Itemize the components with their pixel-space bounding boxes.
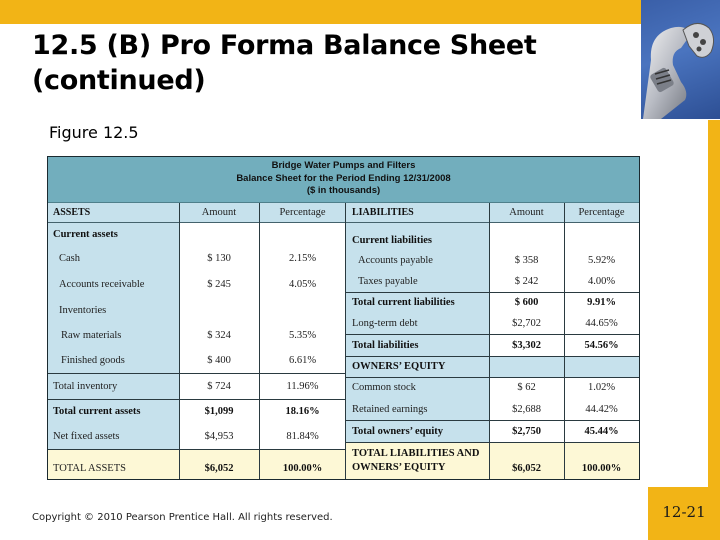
header-assets-percentage: Percentage <box>259 203 346 223</box>
assets-row-cash: Cash <box>48 245 179 271</box>
taxes-payable-percentage: 4.00% <box>587 276 616 287</box>
cash-percentage: 2.15% <box>288 252 317 264</box>
total-liab-equity-line-2: OWNERS’ EQUITY <box>352 462 446 473</box>
figure-label: Figure 12.5 <box>49 123 139 142</box>
copyright-notice: Copyright © 2010 Pearson Prentice Hall. … <box>32 512 333 523</box>
net-fixed-assets-percentage: 81.84% <box>286 430 319 442</box>
wrench-icon <box>641 0 720 119</box>
ap-percentage: 5.92% <box>587 254 616 266</box>
ar-percentage: 4.05% <box>288 278 317 290</box>
ap-amount: $ 358 <box>514 254 539 266</box>
raw-materials-percentage: 5.35% <box>288 330 317 341</box>
finished-goods-percentage: 6.61% <box>288 355 317 366</box>
total-assets-amount: $6,052 <box>179 449 259 479</box>
assets-row-inventories: Inventories <box>48 297 179 323</box>
grid-hline <box>48 373 345 374</box>
grid-vline <box>179 203 180 479</box>
net-fixed-assets-amount: $4,953 <box>204 430 234 442</box>
grid-hline <box>345 292 639 293</box>
top-accent-bar <box>0 0 641 24</box>
total-inventory-amount: $ 724 <box>207 380 231 392</box>
finished-goods-amount: $ 400 <box>207 355 231 366</box>
grid-hline <box>48 449 345 450</box>
total-current-assets-percentage: 18.16% <box>285 405 320 417</box>
title-line-2: (continued) <box>32 65 206 96</box>
assets-row-raw-materials: Raw materials <box>48 323 179 348</box>
assets-row-net-fixed-assets: Net fixed assets <box>48 423 179 449</box>
total-owners-equity-percentage: 45.44% <box>584 425 619 437</box>
ar-amount: $ 245 <box>207 278 231 290</box>
total-assets-percentage: 100.00% <box>259 449 346 479</box>
long-term-debt-amount: $2,702 <box>512 318 541 329</box>
header-assets-amount: Amount <box>179 203 259 223</box>
page-number: 12-21 <box>662 503 706 521</box>
common-stock-percentage: 1.02% <box>587 382 616 393</box>
liab-row-total-current-liabilities: Total current liabilities <box>346 292 489 313</box>
balance-sheet-table: Bridge Water Pumps and Filters Balance S… <box>47 156 640 480</box>
liab-row-accounts-payable: Accounts payable <box>346 249 489 271</box>
header-liab-amount: Amount <box>489 203 564 223</box>
page-number-box: 12-21 <box>648 487 720 540</box>
total-current-liabilities-percentage: 9.91% <box>587 297 616 308</box>
total-liabilities-amount: $3,302 <box>512 339 541 351</box>
right-accent-stripe <box>708 120 720 487</box>
grid-hline <box>345 377 639 378</box>
assets-row-total-current-assets: Total current assets <box>48 399 179 423</box>
assets-row-total-assets: TOTAL ASSETS <box>48 449 179 479</box>
cash-amount: $ 130 <box>207 252 231 264</box>
liab-row-current-liabilities: Current liabilities <box>346 223 489 249</box>
liab-row-long-term-debt: Long-term debt <box>346 313 489 334</box>
total-liab-equity-percentage: 100.00% <box>564 442 639 479</box>
slide-title: 12.5 (B) Pro Forma Balance Sheet (contin… <box>32 28 632 98</box>
grid-hline <box>345 420 639 421</box>
table-title: Bridge Water Pumps and Filters Balance S… <box>48 157 639 203</box>
assets-row-current-assets: Current assets <box>48 223 179 245</box>
long-term-debt-percentage: 44.65% <box>585 318 618 329</box>
grid-hline <box>345 334 639 335</box>
retained-earnings-amount: $2,688 <box>512 403 541 415</box>
common-stock-amount: $ 62 <box>517 382 536 393</box>
total-current-assets-amount: $1,099 <box>204 405 234 417</box>
assets-row-finished-goods: Finished goods <box>48 348 179 373</box>
liab-row-total-liabilities: Total liabilities <box>346 334 489 356</box>
period-line: Balance Sheet for the Period Ending 12/3… <box>236 172 451 184</box>
total-inventory-percentage: 11.96% <box>286 380 319 392</box>
grid-vline <box>259 203 260 479</box>
assets-row-total-inventory: Total inventory <box>48 373 179 399</box>
retained-earnings-percentage: 44.42% <box>585 403 618 415</box>
total-current-liabilities-amount: $ 600 <box>514 297 539 308</box>
total-liab-equity-line-1: TOTAL LIABILITIES AND <box>352 448 480 459</box>
grid-hline <box>345 356 639 357</box>
total-owners-equity-amount: $2,750 <box>512 425 541 437</box>
liab-row-total-liabilities-and-equity: TOTAL LIABILITIES AND OWNERS’ EQUITY <box>346 442 489 479</box>
grid-vline <box>564 203 565 479</box>
title-line-1: 12.5 (B) Pro Forma Balance Sheet <box>32 30 537 61</box>
assets-row-accounts-receivable: Accounts receivable <box>48 271 179 297</box>
owners-equity-amount-blank <box>489 356 564 377</box>
liab-row-owners-equity-header: OWNERS’ EQUITY <box>346 356 489 377</box>
raw-materials-amount: $ 324 <box>207 330 231 341</box>
header-liabilities: LIABILITIES <box>346 203 489 223</box>
grid-hline <box>48 399 345 400</box>
liab-row-common-stock: Common stock <box>346 377 489 398</box>
units-line: ($ in thousands) <box>306 185 381 196</box>
liab-row-taxes-payable: Taxes payable <box>346 271 489 292</box>
header-assets: ASSETS <box>48 203 179 223</box>
taxes-payable-amount: $ 242 <box>514 276 539 287</box>
header-liab-percentage: Percentage <box>564 203 639 223</box>
liab-row-retained-earnings: Retained earnings <box>346 398 489 420</box>
grid-hline <box>345 442 639 443</box>
owners-equity-pct-blank <box>564 356 639 377</box>
total-liabilities-percentage: 54.56% <box>584 339 619 351</box>
company-name: Bridge Water Pumps and Filters <box>271 160 416 171</box>
grid-vline <box>489 203 490 479</box>
grid-vline <box>345 203 346 479</box>
liab-row-total-owners-equity: Total owners’ equity <box>346 420 489 442</box>
total-liab-equity-amount: $6,052 <box>489 442 564 479</box>
